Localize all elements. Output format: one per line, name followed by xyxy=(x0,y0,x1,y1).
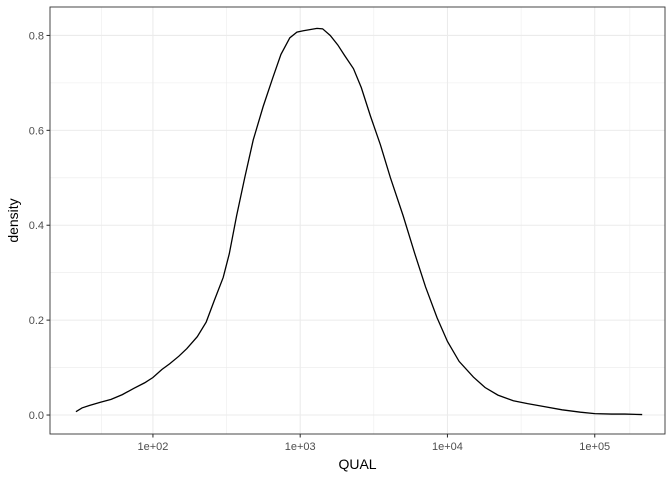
y-tick-label: 0.0 xyxy=(29,410,44,422)
y-tick-label: 0.8 xyxy=(29,30,44,42)
x-tick-label: 1e+05 xyxy=(579,441,610,453)
x-tick-label: 1e+02 xyxy=(137,441,168,453)
density-curve xyxy=(75,27,643,416)
y-axis-title: density xyxy=(5,198,21,242)
y-axis: 0.0 0.2 0.4 0.6 0.8 xyxy=(29,30,50,422)
plot-panel-border xyxy=(49,6,666,435)
major-gridlines xyxy=(50,7,665,434)
x-axis-title: QUAL xyxy=(338,456,376,472)
x-tick-label: 1e+04 xyxy=(432,441,463,453)
plot-panel-background xyxy=(50,7,665,434)
y-tick-label: 0.2 xyxy=(29,315,44,327)
y-tick-label: 0.4 xyxy=(29,220,44,232)
x-axis: 1e+02 1e+03 1e+04 1e+05 xyxy=(137,434,610,453)
y-tick-label: 0.6 xyxy=(29,125,44,137)
x-tick-label: 1e+03 xyxy=(285,441,316,453)
